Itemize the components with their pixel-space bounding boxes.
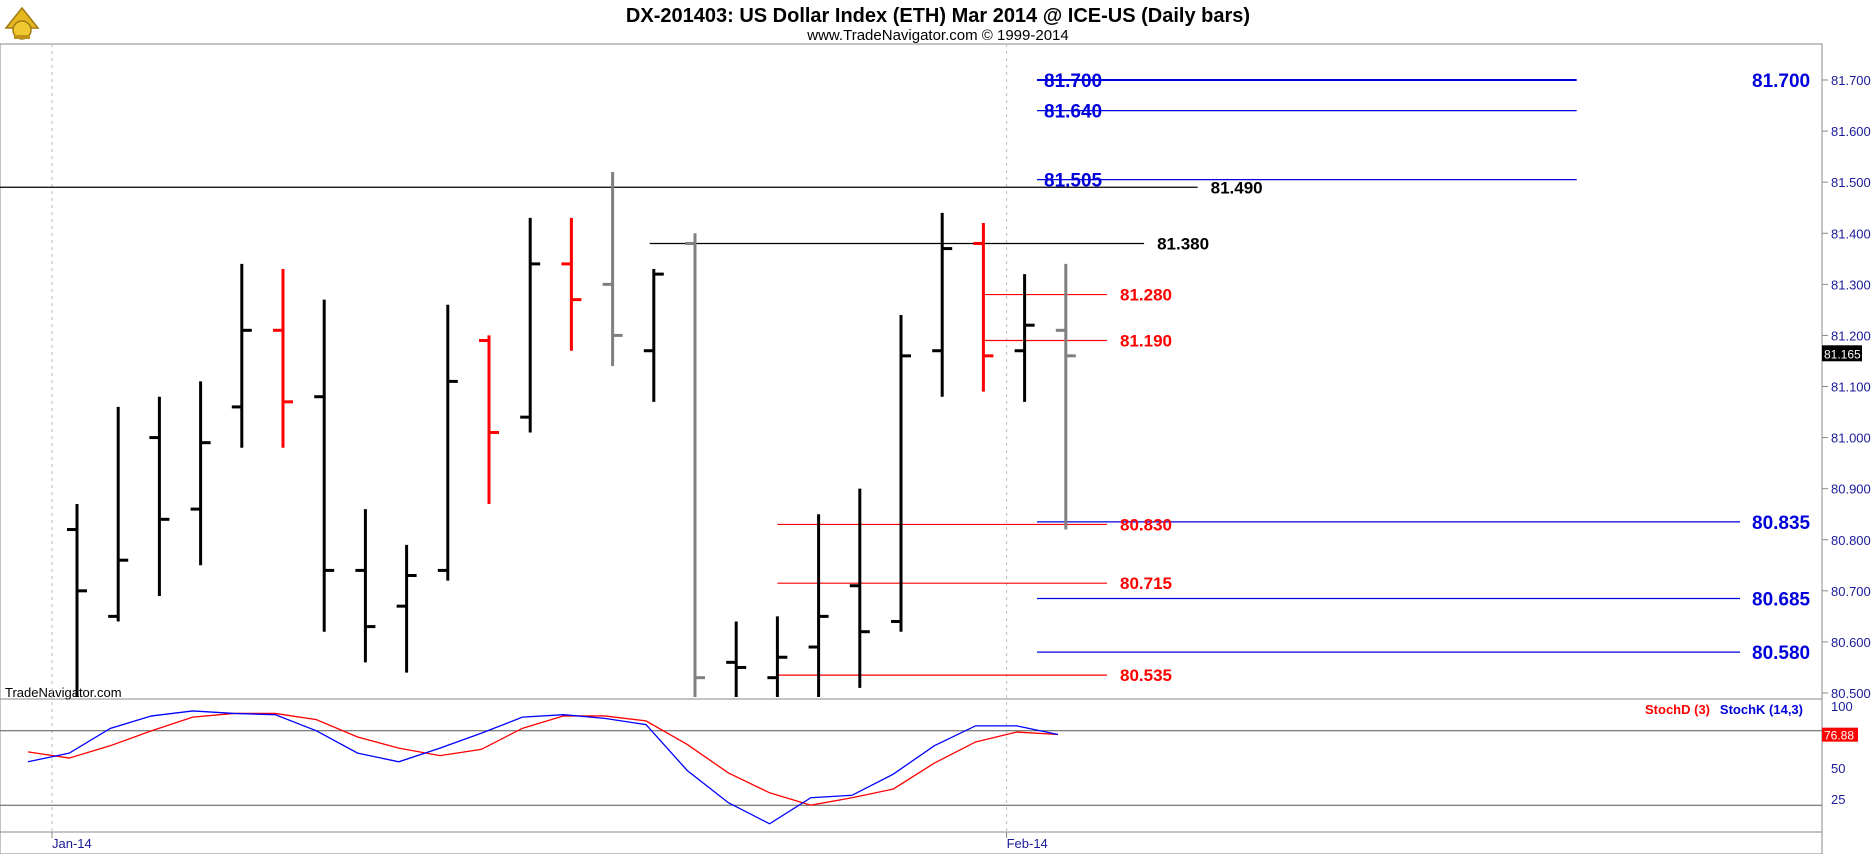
stoch-y-tick: 50 — [1831, 761, 1845, 776]
level-label: 80.715 — [1120, 574, 1172, 593]
level-label: 80.535 — [1120, 666, 1172, 685]
level-label: 81.280 — [1120, 286, 1172, 305]
last-price-box — [1822, 345, 1862, 362]
y-tick-label: 81.100 — [1831, 380, 1871, 395]
y-tick-label: 80.700 — [1831, 584, 1871, 599]
level-label-right: 81.700 — [1752, 71, 1810, 92]
level-label: 81.700 — [1044, 71, 1102, 92]
x-tick-label: Feb-14 — [1007, 836, 1048, 851]
trade-navigator-logo-icon — [4, 6, 40, 40]
stoch-last-label: 76.88 — [1824, 729, 1854, 743]
level-label: 81.490 — [1211, 178, 1263, 197]
y-tick-label: 81.500 — [1831, 175, 1871, 190]
level-label: 81.190 — [1120, 332, 1172, 351]
level-label: 81.505 — [1044, 171, 1103, 192]
chart-subtitle: www.TradeNavigator.com © 1999-2014 — [806, 27, 1068, 44]
chart-title: DX-201403: US Dollar Index (ETH) Mar 201… — [626, 5, 1250, 27]
y-tick-label: 80.900 — [1831, 482, 1871, 497]
y-tick-label: 81.200 — [1831, 328, 1871, 343]
stoch-last-box — [1822, 727, 1858, 742]
stoch-k-legend: StochK (14,3) — [1720, 702, 1803, 717]
y-tick-label: 80.500 — [1831, 686, 1871, 701]
y-tick-label: 80.600 — [1831, 635, 1871, 650]
level-label: 80.830 — [1120, 515, 1172, 534]
level-label: 81.380 — [1157, 234, 1209, 253]
stoch-d-line — [27, 712, 1059, 806]
y-tick-label: 80.800 — [1831, 533, 1871, 548]
level-label-right: 80.685 — [1752, 589, 1811, 610]
plot-frame — [0, 43, 1823, 854]
watermark: TradeNavigator.com — [5, 685, 122, 700]
stoch-y-tick: 100 — [1831, 699, 1853, 714]
y-tick-label: 81.700 — [1831, 73, 1871, 88]
stoch-y-tick: 25 — [1831, 792, 1845, 807]
stoch-d-legend: StochD (3) — [1645, 702, 1710, 717]
y-tick-label: 81.300 — [1831, 277, 1871, 292]
last-price-label: 81.165 — [1824, 347, 1861, 361]
stoch-k-line — [27, 710, 1059, 825]
y-tick-label: 81.000 — [1831, 431, 1871, 446]
level-label: 81.640 — [1044, 102, 1102, 123]
level-label-right: 80.580 — [1752, 643, 1810, 664]
y-tick-label: 81.400 — [1831, 226, 1871, 241]
y-tick-label: 81.600 — [1831, 124, 1871, 139]
level-label-right: 80.835 — [1752, 513, 1811, 534]
x-tick-label: Jan-14 — [52, 836, 92, 851]
